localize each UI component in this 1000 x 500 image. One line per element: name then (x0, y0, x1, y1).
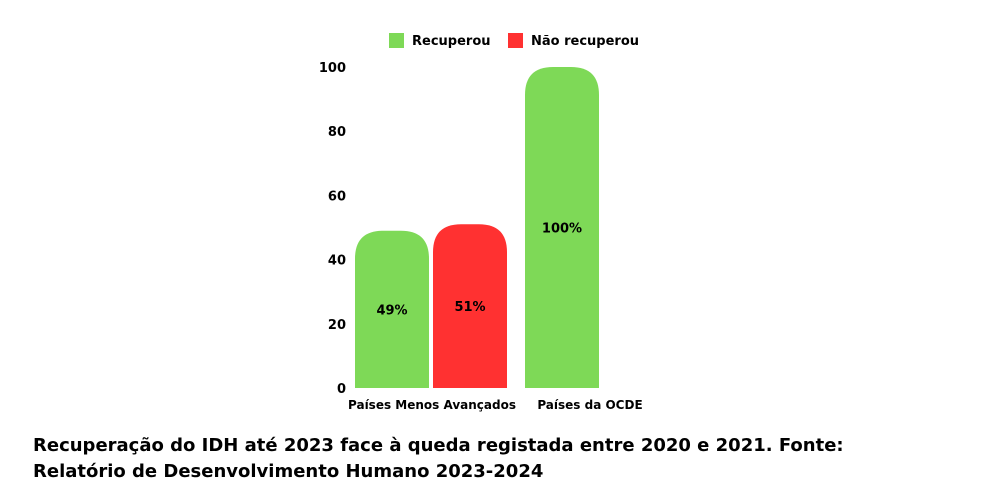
legend-label: Recuperou (412, 34, 491, 49)
legend-label: Não recuperou (531, 34, 639, 49)
caption-line-2: Relatório de Desenvolvimento Humano 2023… (33, 461, 544, 482)
y-tick-label: 100 (319, 61, 346, 76)
bar-value-label: 100% (542, 222, 582, 237)
y-tick-label: 80 (328, 125, 346, 140)
chart-caption: Recuperação do IDH até 2023 face à queda… (33, 433, 933, 485)
y-tick-label: 0 (337, 382, 346, 397)
category-label: Países da OCDE (537, 398, 642, 412)
bar-não-recuperou (433, 224, 507, 388)
bar-value-label: 49% (376, 303, 407, 318)
y-tick-label: 40 (328, 254, 346, 269)
y-tick-label: 20 (328, 318, 346, 333)
y-axis: 0 20 40 60 80 100 (319, 61, 346, 397)
bar-value-label: 51% (454, 300, 485, 315)
legend: Recuperou Não recuperou (389, 33, 639, 49)
bar-recuperou (525, 67, 599, 388)
legend-swatch (389, 33, 404, 48)
bar-chart: Recuperou Não recuperou 0 20 40 60 80 100 49% 5… (319, 33, 643, 412)
bars: 49% 51% 100% (355, 67, 599, 388)
y-tick-label: 60 (328, 189, 346, 204)
category-label: Países Menos Avançados (348, 398, 516, 412)
x-axis: Países Menos Avançados Países da OCDE (348, 398, 643, 412)
caption-line-1: Recuperação do IDH até 2023 face à queda… (33, 435, 844, 456)
legend-swatch (508, 33, 523, 48)
bar-recuperou (355, 230, 429, 388)
